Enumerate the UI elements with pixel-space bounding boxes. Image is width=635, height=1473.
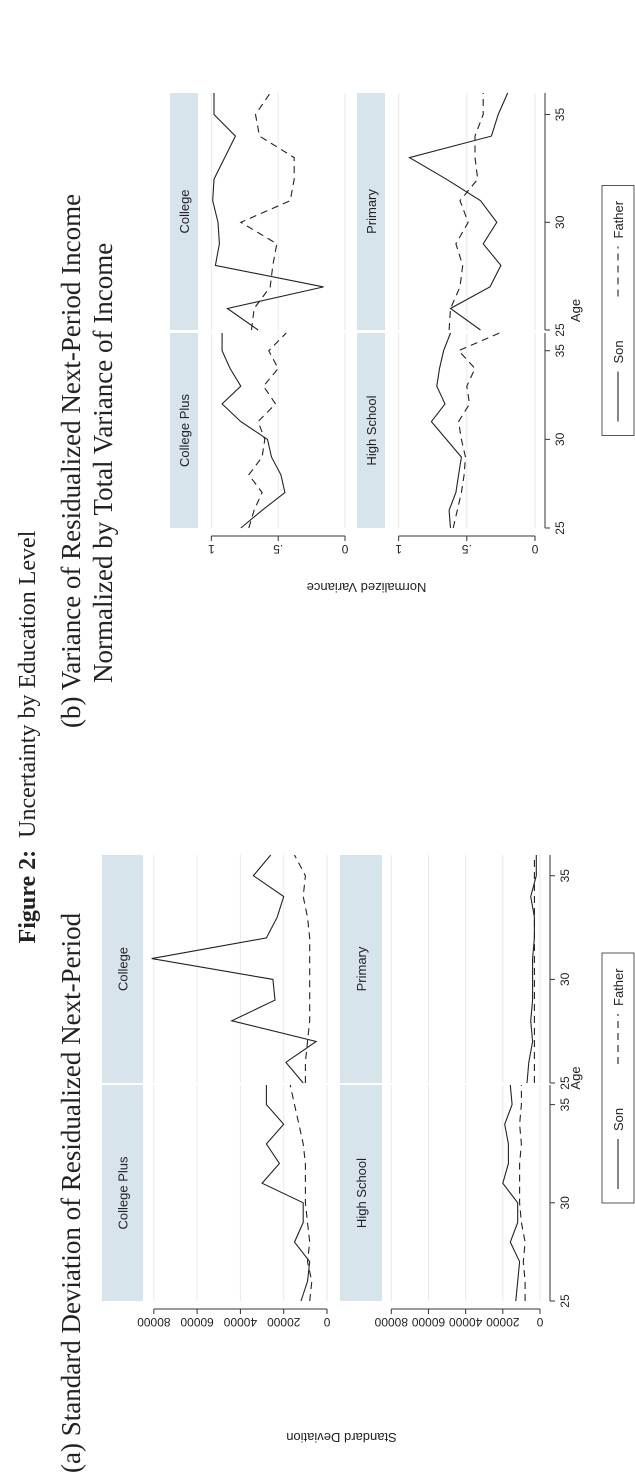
figure-caption-text: Uncertainty by Education Level xyxy=(15,530,41,838)
y-tick-label: 0 xyxy=(341,542,348,556)
y-tick-label: 60000 xyxy=(180,1315,214,1329)
series-line-father xyxy=(519,1085,526,1301)
x-tick-label: 35 xyxy=(553,344,567,358)
facet-title: College Plus xyxy=(116,1156,131,1229)
x-tick-label: 30 xyxy=(558,972,572,986)
facet-college-plus: College Plus 0 .5 1 xyxy=(170,332,348,556)
x-tick-label: 35 xyxy=(558,1098,572,1112)
facet-title: High School xyxy=(364,395,379,465)
facet-header xyxy=(170,93,198,330)
series-line-son xyxy=(221,333,286,529)
legend-box xyxy=(601,952,635,1204)
facet-title: Primary xyxy=(354,946,369,991)
facet-title: College Plus xyxy=(177,394,192,467)
legend: Son Father xyxy=(601,952,635,1204)
series-line-son xyxy=(408,92,509,331)
y-axis-title: Standard Deviation xyxy=(286,1430,397,1445)
facet-header xyxy=(340,1085,382,1301)
facet-college-plus: College Plus 0 20000 40000 60000 80000 xyxy=(102,1084,330,1329)
y-tick-label: 80000 xyxy=(374,1315,408,1329)
x-tick-label: 25 xyxy=(553,521,567,535)
series-line-son xyxy=(212,93,324,331)
legend: Son Father xyxy=(601,185,635,436)
x-axis-title: Age xyxy=(568,1066,583,1089)
x-tick-label: 25 xyxy=(553,323,567,337)
x-tick-label: 30 xyxy=(553,215,567,229)
facet-header xyxy=(170,333,198,528)
x-tick-label: 25 xyxy=(558,1294,572,1308)
facet-header xyxy=(102,1085,143,1301)
legend-label-son: Son xyxy=(611,340,626,363)
legend-label-son: Son xyxy=(611,1108,626,1131)
facet-header xyxy=(340,855,382,1083)
figure-caption: Figure 2: Uncertainty by Education Level xyxy=(15,530,41,943)
y-axis-title: Normalized Variance xyxy=(307,580,427,595)
y-tick-label: 20000 xyxy=(486,1315,520,1329)
facet-high-school: High School 0 .5 1 25 30 35 xyxy=(357,332,567,556)
y-tick-label: 40000 xyxy=(223,1315,257,1329)
facet-primary: Primary 25 30 35 xyxy=(340,855,572,1090)
facet-college: College xyxy=(102,854,328,1084)
series-line-son xyxy=(261,1085,311,1302)
series-line-father xyxy=(294,854,311,1083)
x-axis-title: Age xyxy=(568,299,583,322)
series-line-son xyxy=(526,855,537,1084)
series-line-son xyxy=(151,854,318,1084)
y-tick-label: 0 xyxy=(531,542,538,556)
facet-title: High School xyxy=(354,1158,369,1228)
facet-title: College xyxy=(177,189,192,233)
facet-header xyxy=(357,333,385,528)
facet-title: College xyxy=(116,947,131,991)
figure-label: Figure 2: xyxy=(15,850,41,944)
series-line-father xyxy=(289,1084,313,1302)
series-line-father xyxy=(448,93,484,331)
y-tick-label: 20000 xyxy=(267,1315,301,1329)
panel-a-title: (a) Standard Deviation of Residualized N… xyxy=(56,912,86,1473)
legend-box xyxy=(601,185,635,436)
series-line-father xyxy=(248,332,287,529)
series-line-son xyxy=(502,1084,521,1302)
legend-label-father: Father xyxy=(611,968,626,1006)
facet-title: Primary xyxy=(364,189,379,234)
y-tick-label: 0 xyxy=(323,1315,330,1329)
series-line-father xyxy=(452,332,500,529)
x-tick-label: 25 xyxy=(558,1076,572,1090)
x-tick-label: 35 xyxy=(558,869,572,883)
panel-b-title-line1: (b) Variance of Residualized Next-Period… xyxy=(56,194,86,728)
y-tick-label: 0 xyxy=(536,1315,543,1329)
y-tick-label: 60000 xyxy=(411,1315,445,1329)
panel-b-title-line2: Normalized by Total Variance of Income xyxy=(88,243,118,683)
facet-header xyxy=(102,855,143,1083)
facet-college: College xyxy=(170,92,346,331)
y-tick-label: 1 xyxy=(208,542,215,556)
y-tick-label: 80000 xyxy=(137,1315,171,1329)
y-tick-label: 40000 xyxy=(449,1315,483,1329)
y-tick-label: .5 xyxy=(461,542,471,556)
y-tick-label: .5 xyxy=(273,542,283,556)
series-line-father xyxy=(239,92,295,331)
x-tick-label: 30 xyxy=(558,1196,572,1210)
series-line-son xyxy=(430,332,462,529)
facet-header xyxy=(357,93,385,330)
facet-primary: Primary 25 30 35 xyxy=(357,92,567,337)
x-tick-label: 35 xyxy=(553,108,567,122)
legend-label-father: Father xyxy=(611,200,626,238)
x-tick-label: 30 xyxy=(553,432,567,446)
y-tick-label: 1 xyxy=(395,542,402,556)
